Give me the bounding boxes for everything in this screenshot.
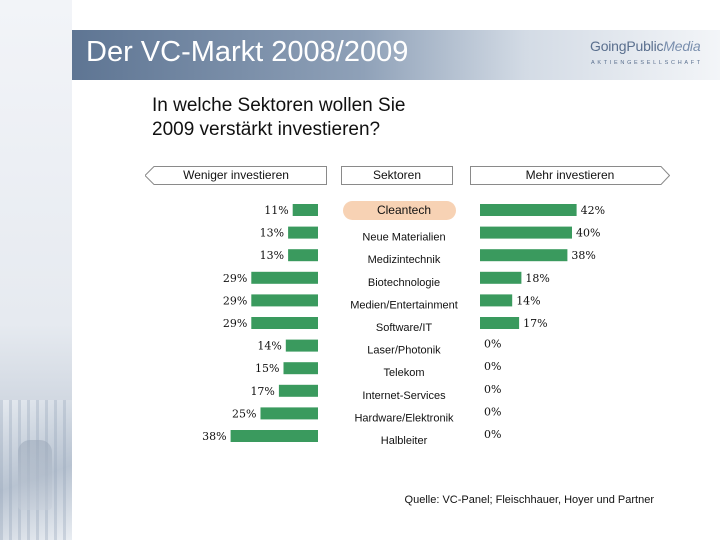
source-note: Quelle: VC-Panel; Fleischhauer, Hoyer un… (404, 494, 654, 506)
bar-more-invest (480, 317, 520, 329)
header-tab-shape (145, 166, 327, 185)
data-label-less-invest: 11% (264, 204, 288, 217)
logo-wordmark: GoingPublicMedia (590, 38, 701, 54)
data-label-more-invest: 0% (484, 405, 501, 418)
bar-less-invest (278, 384, 318, 397)
photo-figure (18, 440, 52, 510)
category-label: Neue Materialien (362, 232, 445, 244)
data-label-more-invest: 38% (571, 249, 595, 262)
bar-less-invest (251, 294, 318, 307)
data-label-less-invest: 25% (232, 407, 256, 420)
data-label-less-invest: 29% (223, 272, 247, 285)
data-label-more-invest: 42% (581, 204, 605, 217)
data-label-more-invest: 0% (484, 383, 501, 396)
highlight-cleantech (343, 201, 456, 220)
data-label-less-invest: 13% (260, 249, 284, 262)
category-label: Software/IT (376, 322, 433, 334)
data-label-less-invest: 13% (260, 227, 284, 240)
logo-subline: AKTIENGESELLSCHAFT (591, 60, 703, 66)
bar-less-invest (288, 226, 318, 239)
data-label-more-invest: 0% (484, 428, 501, 441)
category-label: Laser/Photonik (367, 345, 441, 357)
bar-more-invest (480, 271, 522, 284)
header-more-invest-label: Mehr investieren (525, 168, 615, 182)
data-label-more-invest: 14% (516, 294, 540, 307)
data-label-less-invest: 29% (223, 294, 247, 307)
data-label-less-invest: 15% (255, 362, 279, 375)
left-decoration-strip (0, 0, 72, 540)
bar-more-invest (480, 249, 568, 262)
header-tab-shape (341, 166, 453, 185)
data-label-more-invest: 0% (484, 338, 501, 351)
category-label: Hardware/Elektronik (354, 412, 454, 424)
data-label-less-invest: 17% (250, 385, 274, 398)
data-label-less-invest: 14% (257, 340, 281, 353)
data-label-more-invest: 0% (484, 360, 501, 373)
question-text: In welche Sektoren wollen Sie 2009 verst… (152, 94, 405, 142)
bar-less-invest (251, 317, 318, 329)
page-title: Der VC-Markt 2008/2009 (86, 36, 409, 68)
bar-less-invest (292, 204, 318, 216)
data-label-more-invest: 40% (576, 227, 600, 240)
bar-less-invest (283, 362, 318, 375)
data-label-less-invest: 38% (202, 430, 226, 443)
logo-part-1: GoingPublic (590, 38, 664, 54)
category-label: Biotechnologie (368, 277, 440, 289)
header-tab-shape (470, 166, 670, 185)
category-label: Cleantech (377, 203, 431, 217)
category-label: Medien/Entertainment (350, 299, 458, 311)
data-label-more-invest: 17% (523, 317, 547, 330)
question-line-1: In welche Sektoren wollen Sie (152, 95, 406, 116)
bar-less-invest (288, 249, 318, 262)
header-less-invest: Weniger investieren (145, 166, 327, 185)
company-logo: GoingPublicMedia AKTIENGESELLSCHAFT (590, 38, 702, 74)
bar-more-invest (480, 204, 577, 216)
logo-part-2: Media (663, 38, 701, 54)
bar-more-invest (480, 294, 513, 307)
category-label: Medizintechnik (368, 254, 441, 266)
bar-less-invest (260, 407, 318, 420)
data-label-less-invest: 29% (223, 317, 247, 330)
category-label: Internet-Services (362, 390, 446, 402)
data-label-more-invest: 18% (525, 272, 549, 285)
decorative-photo (0, 400, 72, 540)
header-sectors-label: Sektoren (372, 168, 422, 182)
bar-less-invest (230, 430, 318, 442)
bar-less-invest (251, 271, 318, 284)
header-less-invest-label: Weniger investieren (183, 168, 289, 182)
header-more-invest: Mehr investieren (470, 166, 670, 185)
header-sectors: Sektoren (341, 166, 453, 185)
question-line-2: 2009 verstärkt investieren? (152, 119, 381, 140)
bar-more-invest (480, 226, 572, 239)
category-label: Halbleiter (381, 435, 428, 447)
category-label: Telekom (384, 367, 425, 379)
bar-less-invest (285, 339, 318, 352)
title-bar (72, 30, 720, 80)
